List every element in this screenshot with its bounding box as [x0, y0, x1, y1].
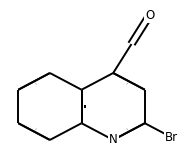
Text: N: N [109, 133, 118, 146]
Text: Br: Br [165, 131, 178, 144]
Text: O: O [145, 9, 154, 22]
